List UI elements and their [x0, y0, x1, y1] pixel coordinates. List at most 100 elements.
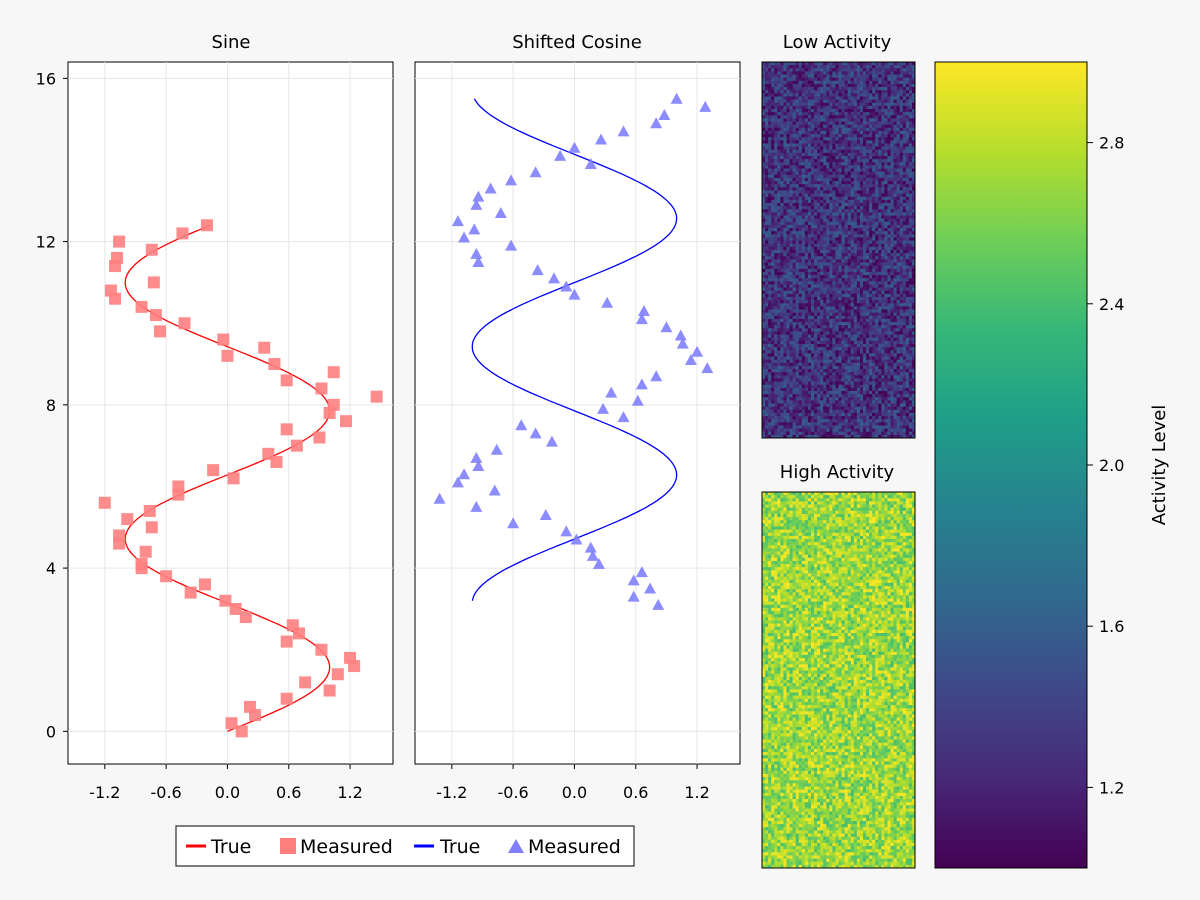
heatmap-cell — [902, 193, 907, 198]
heatmap-cell — [844, 212, 849, 216]
heatmap-cell — [780, 268, 784, 273]
heatmap-cell — [893, 105, 898, 110]
heatmap-cell — [872, 297, 876, 301]
heatmap-cell — [823, 121, 827, 126]
heatmap-cell — [893, 253, 898, 257]
heatmap-cell — [841, 209, 846, 213]
heatmap-cell — [862, 149, 867, 154]
heatmap-cell — [804, 250, 809, 254]
heatmap-cell — [798, 162, 803, 166]
low-activity-heatmap: Low Activity — [761, 32, 916, 439]
heatmap-cell — [838, 221, 842, 226]
heatmap-cell — [841, 83, 846, 88]
heatmap-cell — [844, 177, 849, 182]
heatmap-cell — [905, 237, 910, 241]
heatmap-cell — [841, 297, 846, 301]
heatmap-cell — [783, 121, 787, 126]
heatmap-cell — [881, 353, 885, 357]
heatmap-cell — [789, 206, 793, 210]
heatmap-cell — [774, 187, 778, 191]
heatmap-cell — [872, 174, 876, 179]
measured-point — [98, 496, 111, 509]
heatmap-cell — [826, 143, 830, 147]
heatmap-cell — [832, 293, 836, 298]
heatmap-cell — [850, 218, 855, 223]
heatmap-cell — [823, 71, 827, 75]
heatmap-cell — [774, 137, 778, 141]
heatmap-cell — [780, 221, 784, 226]
heatmap-cell — [792, 140, 797, 144]
heatmap-cell — [841, 68, 846, 72]
heatmap-cell — [847, 109, 852, 113]
heatmap-cell — [789, 246, 793, 251]
heatmap-cell — [905, 297, 910, 301]
heatmap-cell — [771, 90, 775, 94]
heatmap-cell — [835, 312, 839, 317]
heatmap-cell — [905, 306, 910, 310]
heatmap-cell — [783, 118, 787, 122]
heatmap-cell — [780, 124, 784, 129]
heatmap-cell — [798, 99, 803, 104]
heatmap-cell — [807, 146, 812, 151]
heatmap-cell — [835, 134, 839, 138]
heatmap-cell — [850, 359, 855, 364]
heatmap-cell — [862, 174, 867, 179]
heatmap-cell — [859, 96, 864, 100]
heatmap-cell — [789, 359, 793, 364]
heatmap-cell — [804, 278, 809, 282]
heatmap-cell — [786, 256, 790, 260]
heatmap-cell — [780, 165, 784, 169]
heatmap-cell — [826, 359, 830, 364]
heatmap-cell — [768, 143, 772, 147]
heatmap-cell — [810, 62, 815, 66]
heatmap-cell — [762, 215, 766, 220]
heatmap-cell — [823, 193, 827, 198]
heatmap-cell — [856, 271, 861, 276]
heatmap-cell — [823, 96, 827, 100]
heatmap-cell — [844, 256, 849, 260]
heatmap-cell — [878, 102, 882, 107]
heatmap-cell — [841, 118, 846, 122]
heatmap-cell — [902, 312, 907, 317]
heatmap-cell — [844, 93, 849, 97]
heatmap-cell — [911, 297, 916, 301]
heatmap-cell — [835, 93, 839, 97]
heatmap-cell — [789, 322, 793, 326]
heatmap-cell — [823, 331, 827, 335]
heatmap-cell — [905, 293, 910, 298]
heatmap-cell — [890, 143, 894, 147]
heatmap-cell — [853, 268, 858, 273]
heatmap-cell — [856, 90, 861, 94]
heatmap-cell — [792, 268, 797, 273]
heatmap-cell — [814, 203, 818, 207]
heatmap-cell — [853, 149, 858, 154]
heatmap-cell — [777, 112, 781, 116]
heatmap-cell — [884, 262, 888, 267]
heatmap-cell — [817, 315, 821, 320]
heatmap-cell — [866, 290, 870, 295]
heatmap-cell — [862, 118, 867, 122]
heatmap-cell — [814, 278, 818, 282]
heatmap-cell — [838, 105, 842, 110]
heatmap-cell — [853, 331, 858, 335]
heatmap-cell — [826, 68, 830, 72]
heatmap-cell — [859, 306, 864, 310]
heatmap-cell — [881, 246, 885, 251]
heatmap-cell — [850, 240, 855, 245]
heatmap-cell — [762, 102, 766, 107]
heatmap-cell — [804, 203, 809, 207]
heatmap-cell — [768, 193, 772, 198]
heatmap-cell — [774, 90, 778, 94]
heatmap-cell — [786, 359, 790, 364]
heatmap-cell — [765, 87, 769, 91]
heatmap-cell — [777, 250, 781, 254]
heatmap-cell — [826, 159, 830, 163]
heatmap-cell — [844, 234, 849, 238]
heatmap-cell — [786, 350, 790, 354]
heatmap-cell — [810, 187, 815, 191]
heatmap-cell — [777, 181, 781, 185]
heatmap-cell — [807, 65, 812, 69]
heatmap-cell — [765, 325, 769, 329]
heatmap-cell — [777, 130, 781, 135]
heatmap-cell — [902, 209, 907, 213]
